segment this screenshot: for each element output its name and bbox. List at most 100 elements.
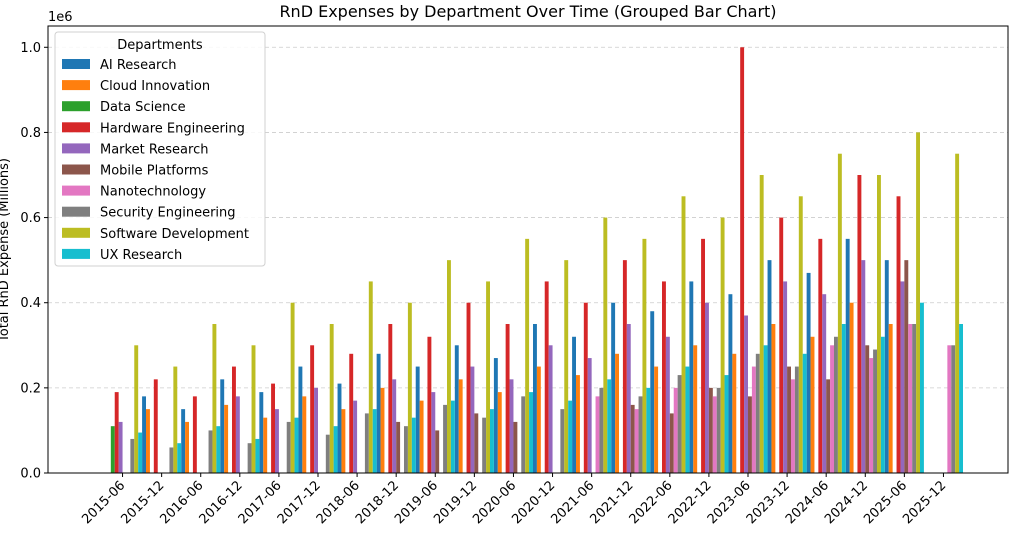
y-axis-label: Total RnD Expense (Millions)	[0, 158, 12, 343]
bar	[888, 324, 893, 473]
bar	[294, 417, 299, 473]
bar	[349, 353, 354, 473]
bars-layer	[110, 47, 963, 474]
bar	[798, 196, 803, 474]
bar	[779, 217, 784, 473]
bar	[341, 409, 346, 473]
bar	[622, 260, 627, 473]
bar	[767, 260, 772, 473]
bar	[146, 409, 150, 473]
bar	[576, 375, 580, 473]
bar	[259, 392, 264, 473]
bar	[173, 366, 178, 473]
legend: Departments AI Research Cloud Innovation Da…	[54, 31, 266, 267]
y-tick-label: 1.0	[20, 41, 41, 56]
bar	[603, 217, 608, 473]
bar	[110, 426, 115, 473]
bar	[728, 294, 733, 473]
legend-entry: UX Research	[100, 248, 182, 263]
bar	[685, 366, 690, 473]
legend-entry: Security Engineering	[100, 206, 236, 221]
legend-entry: Data Science	[100, 100, 186, 115]
bar	[744, 315, 748, 473]
bar	[568, 400, 573, 473]
bar	[212, 324, 217, 473]
bar	[548, 345, 553, 473]
y-offset-label: 1e6	[48, 10, 73, 25]
y-tick-label: 0.6	[20, 211, 41, 226]
legend-swatch	[62, 80, 90, 91]
bar	[513, 421, 518, 473]
bar	[806, 272, 811, 473]
bar	[337, 383, 342, 473]
bar	[947, 345, 952, 473]
bar	[634, 409, 639, 473]
bar	[662, 281, 666, 473]
bar	[630, 404, 635, 473]
y-tick-label: 0.8	[20, 126, 41, 141]
bar	[544, 281, 549, 473]
bar	[247, 443, 252, 473]
legend-swatch	[62, 143, 90, 154]
bar	[587, 358, 592, 473]
bar	[490, 409, 494, 473]
legend-swatch	[62, 101, 90, 112]
bar	[275, 409, 279, 473]
legend-title: Departments	[117, 38, 203, 53]
bar	[861, 260, 866, 473]
bar	[407, 302, 412, 473]
bar	[310, 345, 315, 473]
bar	[787, 366, 791, 473]
bar	[138, 432, 143, 473]
bar	[169, 447, 174, 473]
bar	[134, 345, 139, 473]
legend-entry: Nanotechnology	[100, 185, 206, 200]
bar	[712, 396, 717, 473]
bar	[181, 409, 186, 473]
bar	[595, 396, 600, 473]
bar	[474, 413, 479, 473]
bar	[701, 238, 705, 473]
bar	[677, 375, 682, 473]
bar	[877, 175, 881, 473]
bar	[615, 353, 619, 473]
bar	[368, 281, 373, 473]
bar	[826, 379, 831, 473]
bar	[669, 413, 674, 473]
bar	[708, 387, 713, 473]
bar	[908, 324, 913, 473]
bar	[607, 379, 612, 473]
bar	[493, 358, 498, 473]
legend-swatch	[62, 206, 90, 217]
bar	[583, 302, 588, 473]
bar	[955, 153, 960, 473]
bar	[353, 400, 358, 473]
bar	[802, 353, 807, 473]
bar	[290, 302, 295, 473]
bar	[673, 387, 678, 473]
bar	[884, 260, 889, 473]
bar	[904, 260, 909, 473]
bar	[372, 409, 377, 473]
bar	[536, 366, 541, 473]
bar	[654, 366, 659, 473]
bar	[759, 175, 764, 473]
bar	[450, 400, 455, 473]
bar	[689, 281, 694, 473]
bar	[130, 438, 135, 473]
bar	[286, 421, 291, 473]
bar	[748, 396, 752, 473]
bar	[755, 353, 760, 473]
legend-swatch	[62, 227, 90, 238]
bar	[431, 392, 436, 473]
bar	[763, 345, 768, 473]
bar	[830, 345, 834, 473]
legend-entry: Market Research	[100, 142, 208, 157]
bar	[192, 396, 197, 473]
bar	[329, 324, 334, 473]
bar	[415, 366, 420, 473]
bar	[665, 336, 670, 473]
bar	[486, 281, 490, 473]
legend-swatch	[62, 248, 90, 259]
